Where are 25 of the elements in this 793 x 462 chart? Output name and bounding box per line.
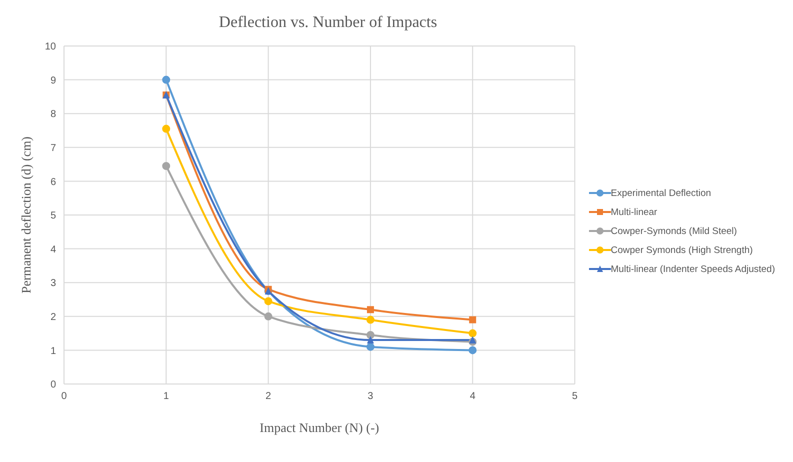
y-tick-label: 9 [50, 75, 56, 86]
legend-label: Experimental Deflection [610, 188, 712, 198]
y-tick-label: 5 [50, 210, 56, 222]
y-tick-label: 1 [50, 346, 56, 357]
chart-title: Deflection vs. Number of Impacts [218, 14, 438, 32]
y-tick-label: 2 [50, 312, 56, 323]
x-tick-label: 4 [470, 391, 476, 402]
legend-label: Multi-linear (Indenter Speeds Adjusted) [610, 264, 775, 274]
y-tick-label: 6 [50, 176, 56, 188]
x-tick-label: 1 [163, 391, 170, 402]
y-tick-label: 4 [50, 244, 56, 256]
legend-label: Cowper-Symonds (Mild Steel) [610, 226, 737, 236]
legend-label: Cowper Symonds (High Strength) [610, 244, 753, 256]
y-tick-label: 8 [50, 109, 56, 120]
y-axis-title: Permanent deflection (d) (cm) [18, 136, 34, 294]
legend-label: Multi-linear [610, 206, 658, 218]
x-axis-title: Impact Number (N) (-) [260, 420, 380, 435]
x-tick-label: 2 [266, 391, 272, 402]
y-tick-label: 3 [50, 278, 56, 290]
x-tick-label: 3 [368, 391, 374, 402]
x-tick-label: 0 [61, 391, 68, 402]
y-tick-label: 7 [50, 142, 56, 154]
x-tick-label: 5 [572, 391, 578, 402]
y-tick-label: 0 [50, 380, 56, 391]
y-tick-label: 10 [44, 42, 56, 53]
